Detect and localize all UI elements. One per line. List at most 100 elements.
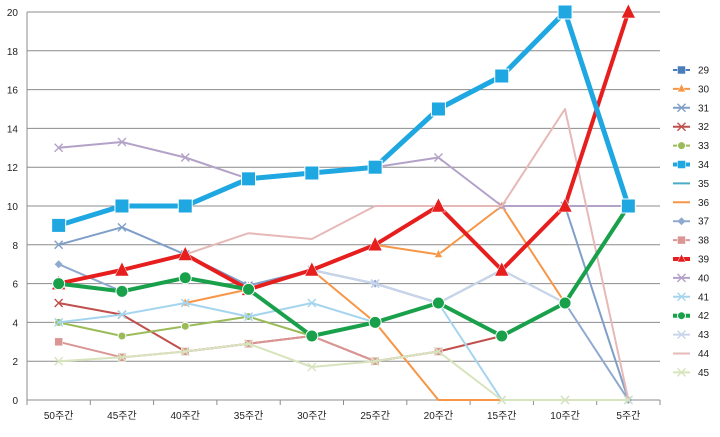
- data-point-43: [370, 279, 380, 289]
- data-point-42: [495, 329, 509, 343]
- series-line-44: [184, 108, 630, 401]
- data-point-34: [620, 198, 636, 214]
- marker-stroke: [497, 395, 507, 405]
- marker-stroke: [677, 273, 686, 283]
- legend-item-40: 40: [673, 273, 710, 284]
- data-point-39: [431, 197, 446, 213]
- legend-item-43: 43: [673, 330, 710, 341]
- legend-swatch-marker: [677, 311, 686, 321]
- data-point-41: [54, 317, 64, 327]
- legend-item-31: 31: [673, 103, 710, 114]
- y-tick-label: 18: [7, 47, 19, 58]
- legend-item-29: 29: [673, 66, 710, 77]
- data-point-42: [558, 296, 572, 310]
- legend-label: 45: [698, 368, 710, 379]
- data-point-34: [304, 165, 320, 181]
- legend-swatch-marker: [677, 141, 686, 151]
- data-point-41: [244, 312, 254, 322]
- legend-label: 34: [698, 160, 710, 171]
- data-point-41: [117, 310, 127, 320]
- marker-stroke: [117, 352, 127, 362]
- legend-swatch-marker: [677, 160, 686, 169]
- series-line-42: [58, 204, 631, 338]
- legend-swatch-marker: [677, 122, 686, 132]
- series-line-39: [58, 11, 631, 292]
- marker-stroke: [370, 279, 380, 289]
- marker-stroke: [307, 298, 317, 308]
- marker-stroke: [307, 362, 317, 372]
- y-tick-label: 10: [7, 202, 19, 213]
- data-point-42: [305, 329, 319, 343]
- y-tick-label: 4: [12, 318, 18, 329]
- y-tick-label: 0: [12, 396, 18, 407]
- legend-swatch-marker: [677, 367, 686, 377]
- x-tick-label: 5주간: [616, 410, 640, 422]
- data-point-34: [241, 171, 257, 187]
- marker-stroke: [180, 153, 190, 162]
- legend-item-44: 44: [673, 349, 710, 360]
- axes: 0 2 4 6 8 10 12 14 16 18 20 50주간 45주간 40주간 35주간 30주간 25주…: [7, 8, 661, 422]
- data-point-40: [433, 153, 443, 162]
- data-point-38: [54, 337, 63, 347]
- data-point-31: [117, 222, 127, 232]
- series-line-34: [57, 9, 631, 228]
- marker-stroke: [677, 292, 686, 302]
- marker-stroke: [677, 367, 686, 377]
- legend-item-45: 45: [673, 368, 710, 379]
- data-point-39: [494, 261, 510, 277]
- data-point-45: [560, 395, 570, 405]
- data-point-42: [431, 296, 445, 310]
- marker-stroke: [560, 395, 570, 405]
- legend-label: 42: [698, 311, 710, 322]
- legend-item-33: 33: [673, 141, 710, 152]
- series-42: [52, 199, 635, 343]
- legend-item-30: 30: [673, 83, 710, 95]
- data-point-31: [54, 240, 64, 250]
- legend: 29 30 31 32 33 34 35 36 37 38 39 40 41 42 43 44 45: [673, 66, 710, 379]
- data-point-34: [367, 159, 383, 175]
- marker-stroke: [433, 153, 443, 162]
- series-34: [51, 4, 636, 233]
- marker-stroke: [54, 143, 64, 153]
- data-point-42: [115, 284, 129, 298]
- marker-stroke: [54, 317, 64, 327]
- legend-swatch-marker: [677, 217, 686, 226]
- data-point-41: [307, 298, 317, 308]
- legend-swatch-marker: [677, 65, 686, 75]
- y-tick-label: 12: [7, 163, 19, 174]
- data-point-45: [54, 356, 64, 366]
- legend-swatch-marker: [677, 292, 686, 302]
- legend-item-34: 34: [673, 160, 710, 171]
- legend-item-41: 41: [673, 292, 710, 303]
- data-point-40: [54, 143, 64, 153]
- series-line-45: [58, 342, 629, 401]
- legend-label: 29: [698, 66, 710, 77]
- data-point-45: [117, 352, 127, 362]
- series-39: [51, 3, 636, 296]
- marker-stroke: [117, 222, 127, 232]
- legend-swatch-marker: [677, 235, 686, 245]
- data-point-39: [557, 197, 573, 213]
- legend-label: 43: [698, 330, 710, 341]
- data-point-41: [180, 298, 190, 308]
- x-tick-label: 25주간: [360, 410, 390, 422]
- data-point-33: [180, 321, 190, 331]
- marker-stroke: [180, 347, 190, 356]
- legend-label: 40: [698, 273, 710, 284]
- x-tick-label: 30주간: [297, 410, 327, 422]
- x-tick-label: 35주간: [234, 410, 264, 422]
- data-point-45: [497, 395, 507, 405]
- data-point-34: [51, 217, 67, 233]
- marker-stroke: [54, 356, 64, 366]
- y-tick-label: 20: [7, 8, 19, 19]
- legend-label: 33: [698, 141, 710, 152]
- series-lines: [51, 3, 636, 405]
- data-point-42: [178, 271, 192, 285]
- data-point-39: [177, 245, 193, 261]
- x-tick-label: 20주간: [424, 410, 454, 422]
- gridlines: [27, 11, 660, 401]
- data-point-34: [557, 4, 573, 20]
- legend-swatch-marker: [677, 330, 686, 340]
- data-point-34: [430, 101, 446, 117]
